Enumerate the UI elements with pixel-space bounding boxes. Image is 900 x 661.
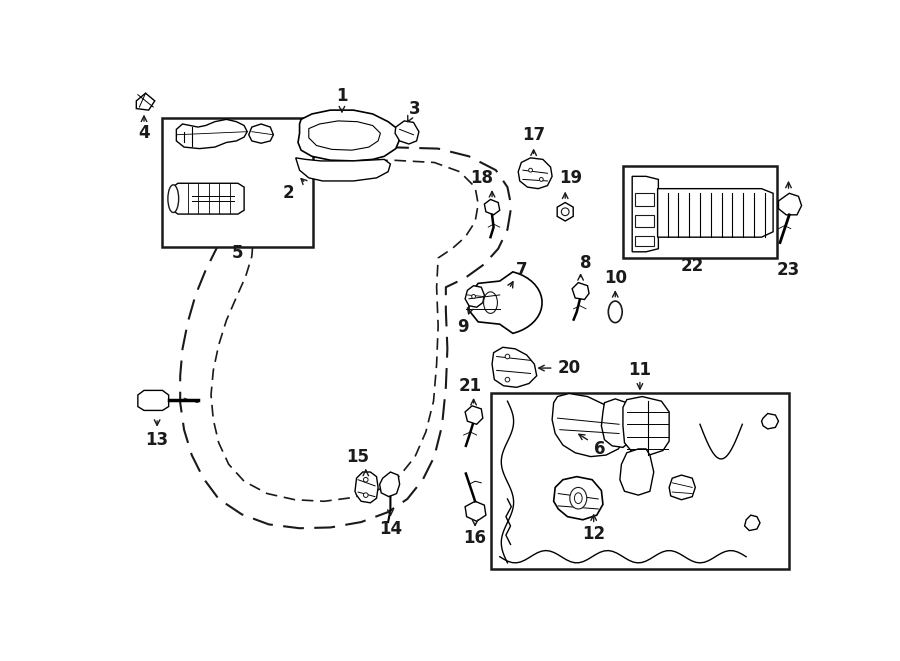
Ellipse shape xyxy=(505,377,509,382)
Text: 22: 22 xyxy=(680,256,704,275)
Polygon shape xyxy=(465,406,482,424)
Text: 11: 11 xyxy=(628,362,652,379)
Ellipse shape xyxy=(364,493,368,498)
Text: 23: 23 xyxy=(777,261,800,280)
Polygon shape xyxy=(176,120,248,149)
Polygon shape xyxy=(355,472,378,503)
Polygon shape xyxy=(669,475,696,500)
Polygon shape xyxy=(298,110,400,161)
Text: 20: 20 xyxy=(557,359,580,377)
Bar xyxy=(635,237,653,246)
Polygon shape xyxy=(136,93,155,110)
Polygon shape xyxy=(469,272,542,333)
Polygon shape xyxy=(173,183,244,214)
Polygon shape xyxy=(552,393,625,457)
Polygon shape xyxy=(744,515,760,531)
Polygon shape xyxy=(623,397,669,455)
Text: 3: 3 xyxy=(410,100,421,118)
Text: 6: 6 xyxy=(594,440,606,458)
Polygon shape xyxy=(138,391,168,410)
Polygon shape xyxy=(395,121,419,144)
Ellipse shape xyxy=(562,208,569,215)
Text: 18: 18 xyxy=(470,169,493,187)
Text: 16: 16 xyxy=(464,529,487,547)
Bar xyxy=(635,215,653,227)
Ellipse shape xyxy=(539,178,544,181)
Text: 9: 9 xyxy=(457,318,469,336)
Ellipse shape xyxy=(364,477,368,482)
Text: 12: 12 xyxy=(582,525,606,543)
Ellipse shape xyxy=(574,493,582,504)
Polygon shape xyxy=(761,414,778,429)
Polygon shape xyxy=(572,283,590,299)
Text: 14: 14 xyxy=(379,520,402,538)
Text: 21: 21 xyxy=(459,377,482,395)
Ellipse shape xyxy=(472,295,475,298)
Polygon shape xyxy=(309,121,381,150)
Polygon shape xyxy=(492,347,536,387)
Polygon shape xyxy=(554,477,603,520)
Polygon shape xyxy=(658,188,773,237)
Bar xyxy=(623,165,777,258)
Polygon shape xyxy=(465,286,484,307)
Polygon shape xyxy=(248,124,274,143)
Polygon shape xyxy=(296,158,391,181)
Ellipse shape xyxy=(608,301,622,323)
Text: 17: 17 xyxy=(522,126,545,143)
Polygon shape xyxy=(620,449,653,495)
Text: 2: 2 xyxy=(283,184,293,202)
Text: 19: 19 xyxy=(559,169,582,187)
Polygon shape xyxy=(465,501,486,522)
Text: 10: 10 xyxy=(604,269,626,287)
Text: 5: 5 xyxy=(232,245,244,262)
Text: 15: 15 xyxy=(346,447,370,465)
Polygon shape xyxy=(557,202,573,221)
Polygon shape xyxy=(778,193,802,215)
Text: 13: 13 xyxy=(146,431,168,449)
Polygon shape xyxy=(380,472,400,496)
Ellipse shape xyxy=(528,169,533,172)
Bar xyxy=(491,393,789,569)
Polygon shape xyxy=(601,399,631,447)
Polygon shape xyxy=(518,158,552,188)
Ellipse shape xyxy=(570,487,587,509)
Ellipse shape xyxy=(168,185,179,213)
Ellipse shape xyxy=(505,354,509,359)
Bar xyxy=(635,193,653,206)
Ellipse shape xyxy=(483,292,498,313)
Bar xyxy=(163,118,312,247)
Text: 4: 4 xyxy=(139,124,149,142)
Text: 8: 8 xyxy=(580,254,591,272)
Text: 7: 7 xyxy=(516,261,527,280)
Polygon shape xyxy=(632,176,659,252)
Polygon shape xyxy=(484,200,500,215)
Text: 1: 1 xyxy=(337,87,347,105)
